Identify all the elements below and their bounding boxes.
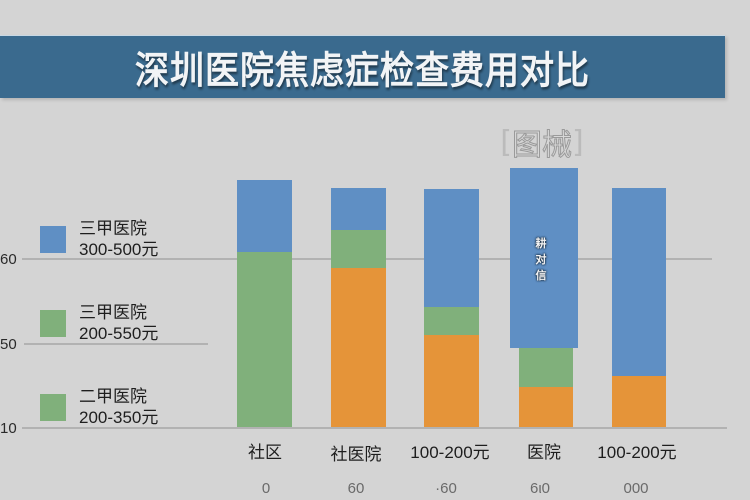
legend-item-blue: 三甲医院 300-500元 xyxy=(40,218,158,260)
bar-4-top xyxy=(510,168,578,348)
x-category-label: 100-200元 xyxy=(410,443,490,462)
watermark-text: 图械 xyxy=(512,128,573,164)
bar-5 xyxy=(612,188,666,427)
legend-line2: 300-500元 xyxy=(79,240,159,259)
x-secondary-label: 6ι0 xyxy=(529,480,551,497)
bar-segment-blue xyxy=(237,180,292,252)
watermark: [ 图械 ] xyxy=(492,122,592,164)
bar-1 xyxy=(237,180,292,427)
legend-line1: 三甲医院 xyxy=(79,219,147,238)
watermark-right-bracket: ] xyxy=(572,124,584,160)
bar-segment-green xyxy=(237,252,292,427)
legend-label: 二甲医院 200-350元 xyxy=(79,386,158,428)
legend-line2: 200-550元 xyxy=(79,324,159,343)
x-secondary-label: 60 xyxy=(347,480,365,497)
bar-segment-green xyxy=(424,307,479,335)
legend-swatch-green xyxy=(40,309,66,337)
bar-2 xyxy=(331,188,386,427)
legend-swatch-green xyxy=(40,393,66,421)
bar-segment-blue xyxy=(331,188,386,230)
x-secondary-label: ·60 xyxy=(435,480,457,497)
x-secondary-label: 000 xyxy=(623,480,649,497)
y-tick-60: 60 xyxy=(0,251,17,268)
bar-segment-orange xyxy=(519,387,573,427)
legend-label: 三甲医院 300-500元 xyxy=(79,218,158,260)
bar-4-bottom xyxy=(519,348,573,427)
legend-item-green-1: 三甲医院 200-550元 xyxy=(40,302,158,344)
bar-segment-orange xyxy=(612,376,666,427)
y-tick-50: 50 xyxy=(0,336,17,353)
legend-line1: 二甲医院 xyxy=(79,387,147,406)
bar-segment-orange xyxy=(424,335,479,427)
bar-segment-blue xyxy=(424,189,479,307)
x-category-label: 100-200元 xyxy=(597,443,677,462)
bar-inner-label: 耕 对 信 xyxy=(535,237,547,282)
bar-segment-orange xyxy=(331,268,386,427)
bar-segment-green xyxy=(331,230,386,268)
watermark-left-bracket: [ xyxy=(500,124,512,160)
x-secondary-label: 0 xyxy=(261,480,271,497)
bar-segment-green xyxy=(519,348,573,387)
legend-line1: 三甲医院 xyxy=(79,303,147,322)
x-category-label: 社医院 xyxy=(330,445,382,464)
gridline-50 xyxy=(24,343,208,345)
legend-label: 三甲医院 200-550元 xyxy=(79,302,158,344)
gridline-10-axis xyxy=(22,427,727,429)
bar-3 xyxy=(424,189,479,427)
bar-segment-blue xyxy=(612,188,666,376)
x-category-label: 社区 xyxy=(248,443,282,462)
y-tick-10: 10 xyxy=(0,420,17,437)
legend-item-green-2: 二甲医院 200-350元 xyxy=(40,386,158,428)
chart-title: 深圳医院焦虑症检查费用对比 xyxy=(135,48,590,94)
title-bar: 深圳医院焦虑症检查费用对比 xyxy=(0,35,725,98)
legend-line2: 200-350元 xyxy=(79,408,159,427)
legend-swatch-blue xyxy=(40,225,66,253)
x-category-label: 医院 xyxy=(527,443,561,462)
bar-segment-blue xyxy=(510,168,578,348)
